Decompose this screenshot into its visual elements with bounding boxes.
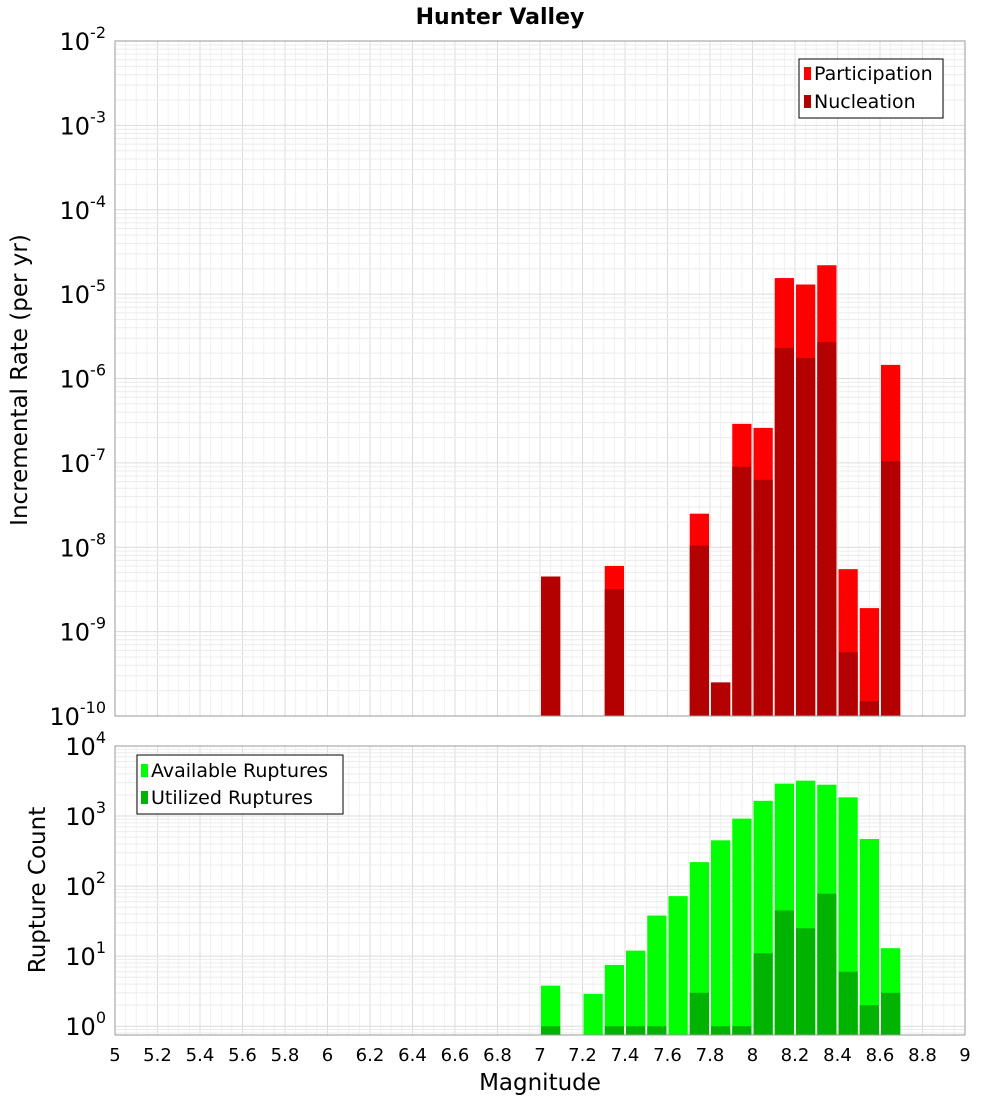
x-ticks: 5 5.2 5.4 5.6 5.8 6 6.2 6.4 6.6 6.8 7 7.2 7.4 7.6 7.8 8… (109, 1045, 970, 1066)
bottom-y-tick-label: 101 (65, 938, 106, 971)
x-tick-label: 9 (959, 1045, 970, 1066)
top-y-tick-label: 10-10 (49, 698, 106, 731)
top-bar-nucleation (732, 466, 752, 716)
bottom-y-ticks: 100 101 102 103 104 (65, 728, 106, 1041)
bottom-bar-available-ruptures (689, 862, 709, 1035)
x-tick-label: 7 (534, 1045, 545, 1066)
x-tick-label: 7.6 (653, 1045, 682, 1066)
bottom-bar-utilized-ruptures (604, 1026, 624, 1035)
bottom-y-tick-label: 103 (65, 798, 106, 831)
top-bar-nucleation (817, 342, 837, 716)
top-y-tick-label: 10-4 (60, 192, 107, 225)
top-bar-nucleation (838, 652, 858, 716)
top-bar-nucleation (541, 576, 561, 716)
bottom-bar-utilized-ruptures (626, 1026, 646, 1035)
bottom-bar-utilized-ruptures (732, 1026, 752, 1035)
top-y-axis-label: Incremental Rate (per yr) (7, 234, 33, 526)
x-tick-label: 6.6 (441, 1045, 470, 1066)
x-tick-label: 6.8 (483, 1045, 512, 1066)
x-tick-label: 8 (747, 1045, 758, 1066)
x-tick-label: 8.2 (781, 1045, 810, 1066)
top-grid (114, 40, 966, 717)
top-y-tick-label: 10-5 (60, 276, 107, 309)
x-tick-label: 8.4 (823, 1045, 852, 1066)
x-tick-label: 6.4 (398, 1045, 427, 1066)
bottom-plot-border (114, 745, 966, 1036)
bottom-bar-utilized-ruptures (817, 893, 837, 1035)
bottom-bar-utilized-ruptures (796, 928, 816, 1035)
top-legend-box (798, 58, 944, 119)
top-bar-nucleation (604, 589, 624, 716)
bottom-y-tick-label: 104 (65, 728, 106, 761)
top-y-ticks: 10-10 10-9 10-8 10-7 10-6 10-5 10-4 10-3 10-2 (49, 23, 106, 731)
bottom-legend-box (136, 754, 344, 815)
bottom-bar-available-ruptures (711, 840, 731, 1035)
x-tick-label: 6.2 (356, 1045, 385, 1066)
legend-label-available: Available Ruptures (151, 760, 328, 782)
top-bar-nucleation (796, 357, 816, 716)
bottom-bar-utilized-ruptures (753, 953, 773, 1035)
legend-swatch-nucleation (804, 95, 811, 108)
x-tick-label: 7.2 (568, 1045, 597, 1066)
x-tick-label: 8.8 (908, 1045, 937, 1066)
bottom-y-tick-label: 102 (65, 868, 106, 901)
x-tick-label: 5.8 (271, 1045, 300, 1066)
bottom-bar-utilized-ruptures (689, 992, 709, 1035)
x-tick-label: 5.6 (228, 1045, 257, 1066)
top-y-tick-label: 10-6 (60, 361, 107, 394)
top-y-tick-label: 10-3 (60, 107, 107, 140)
x-tick-label: 6 (322, 1045, 333, 1066)
bottom-bar-utilized-ruptures (881, 992, 901, 1035)
top-y-tick-label: 10-9 (60, 614, 107, 647)
bottom-bar-available-ruptures (668, 896, 688, 1035)
x-tick-label: 7.8 (696, 1045, 725, 1066)
bottom-bar-available-ruptures (859, 839, 879, 1035)
top-bar-nucleation (753, 479, 773, 716)
top-bar-nucleation (774, 347, 794, 716)
top-legend: Participation Nucleation (798, 58, 944, 119)
bottom-bar-available-ruptures (541, 985, 561, 1035)
x-tick-label: 5.4 (186, 1045, 215, 1066)
bottom-bar-available-ruptures (647, 915, 667, 1035)
top-bar-nucleation (689, 545, 709, 716)
top-bar-nucleation (881, 461, 901, 716)
legend-label-utilized: Utilized Ruptures (151, 787, 313, 809)
top-y-tick-label: 10-7 (60, 445, 107, 478)
legend-label-participation: Participation (814, 63, 933, 85)
top-bar-participation (859, 608, 879, 716)
bottom-bar-available-ruptures (604, 964, 624, 1035)
bottom-y-tick-label: 100 (65, 1008, 106, 1041)
top-bar-nucleation (711, 682, 731, 716)
bottom-bars (541, 780, 901, 1035)
bottom-bar-utilized-ruptures (647, 1026, 667, 1035)
x-tick-label: 5 (109, 1045, 120, 1066)
bottom-bar-available-ruptures (732, 818, 752, 1035)
top-panel: 10-10 10-9 10-8 10-7 10-6 10-5 10-4 10-3 10-2 In… (7, 23, 966, 731)
chart-title: Hunter Valley (416, 5, 585, 30)
bottom-bar-utilized-ruptures (838, 971, 858, 1035)
legend-swatch-participation (804, 67, 811, 80)
legend-swatch-available (141, 764, 148, 777)
bottom-bar-utilized-ruptures (859, 1005, 879, 1035)
top-y-tick-label: 10-8 (60, 529, 107, 562)
top-bar-nucleation (859, 701, 879, 716)
bottom-y-axis-label: Rupture Count (25, 807, 51, 973)
bottom-bar-available-ruptures (626, 950, 646, 1035)
x-tick-label: 8.6 (866, 1045, 895, 1066)
bottom-panel: 100 101 102 103 104 Rupture Count Available … (25, 728, 966, 1041)
bottom-bar-utilized-ruptures (541, 1026, 561, 1035)
bottom-bar-available-ruptures (583, 993, 603, 1035)
legend-swatch-utilized (141, 791, 148, 804)
legend-label-nucleation: Nucleation (814, 91, 916, 113)
bottom-bar-utilized-ruptures (711, 1026, 731, 1035)
top-y-tick-label: 10-2 (60, 23, 107, 56)
bottom-legend: Available Ruptures Utilized Ruptures (136, 754, 344, 815)
x-axis-label: Magnitude (479, 1070, 601, 1096)
top-plot-border (114, 40, 966, 717)
bottom-bar-utilized-ruptures (774, 910, 794, 1035)
x-tick-label: 5.2 (143, 1045, 172, 1066)
x-tick-label: 7.4 (611, 1045, 640, 1066)
top-bars (541, 265, 901, 716)
